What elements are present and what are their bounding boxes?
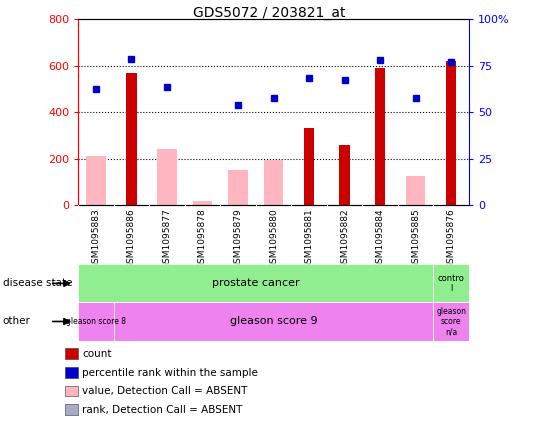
Text: rank, Detection Call = ABSENT: rank, Detection Call = ABSENT [82,404,243,415]
Text: GSM1095880: GSM1095880 [269,208,278,269]
Bar [114,302,433,341]
Text: contro
l: contro l [438,274,465,293]
Text: gleason score 9: gleason score 9 [230,316,317,327]
Bar [446,61,457,205]
Text: GSM1095884: GSM1095884 [376,208,385,269]
Bar [78,302,114,341]
Bar [304,129,314,205]
Text: gleason score 8: gleason score 8 [66,317,126,326]
Text: count: count [82,349,112,359]
Text: other: other [3,316,31,327]
Bar [264,160,284,205]
Bar [126,73,137,205]
Bar [339,145,350,205]
Bar [193,201,212,205]
Text: disease state: disease state [3,278,72,288]
Text: GSM1095886: GSM1095886 [127,208,136,269]
Bar [433,264,469,302]
Text: GSM1095885: GSM1095885 [411,208,420,269]
Text: GSM1095878: GSM1095878 [198,208,207,269]
Text: GSM1095881: GSM1095881 [305,208,314,269]
Text: GSM1095882: GSM1095882 [340,208,349,269]
Text: GSM1095877: GSM1095877 [162,208,171,269]
Bar [157,149,177,205]
Text: value, Detection Call = ABSENT: value, Detection Call = ABSENT [82,386,248,396]
Text: percentile rank within the sample: percentile rank within the sample [82,368,258,377]
Text: GSM1095876: GSM1095876 [447,208,455,269]
Bar [375,68,385,205]
Bar [86,157,106,205]
Text: GDS5072 / 203821_at: GDS5072 / 203821_at [194,6,345,20]
Text: prostate cancer: prostate cancer [212,278,300,288]
Text: gleason
score
n/a: gleason score n/a [436,307,466,336]
Bar [433,302,469,341]
Text: GSM1095883: GSM1095883 [92,208,100,269]
Bar [228,170,248,205]
Text: GSM1095879: GSM1095879 [233,208,243,269]
Bar [406,176,425,205]
